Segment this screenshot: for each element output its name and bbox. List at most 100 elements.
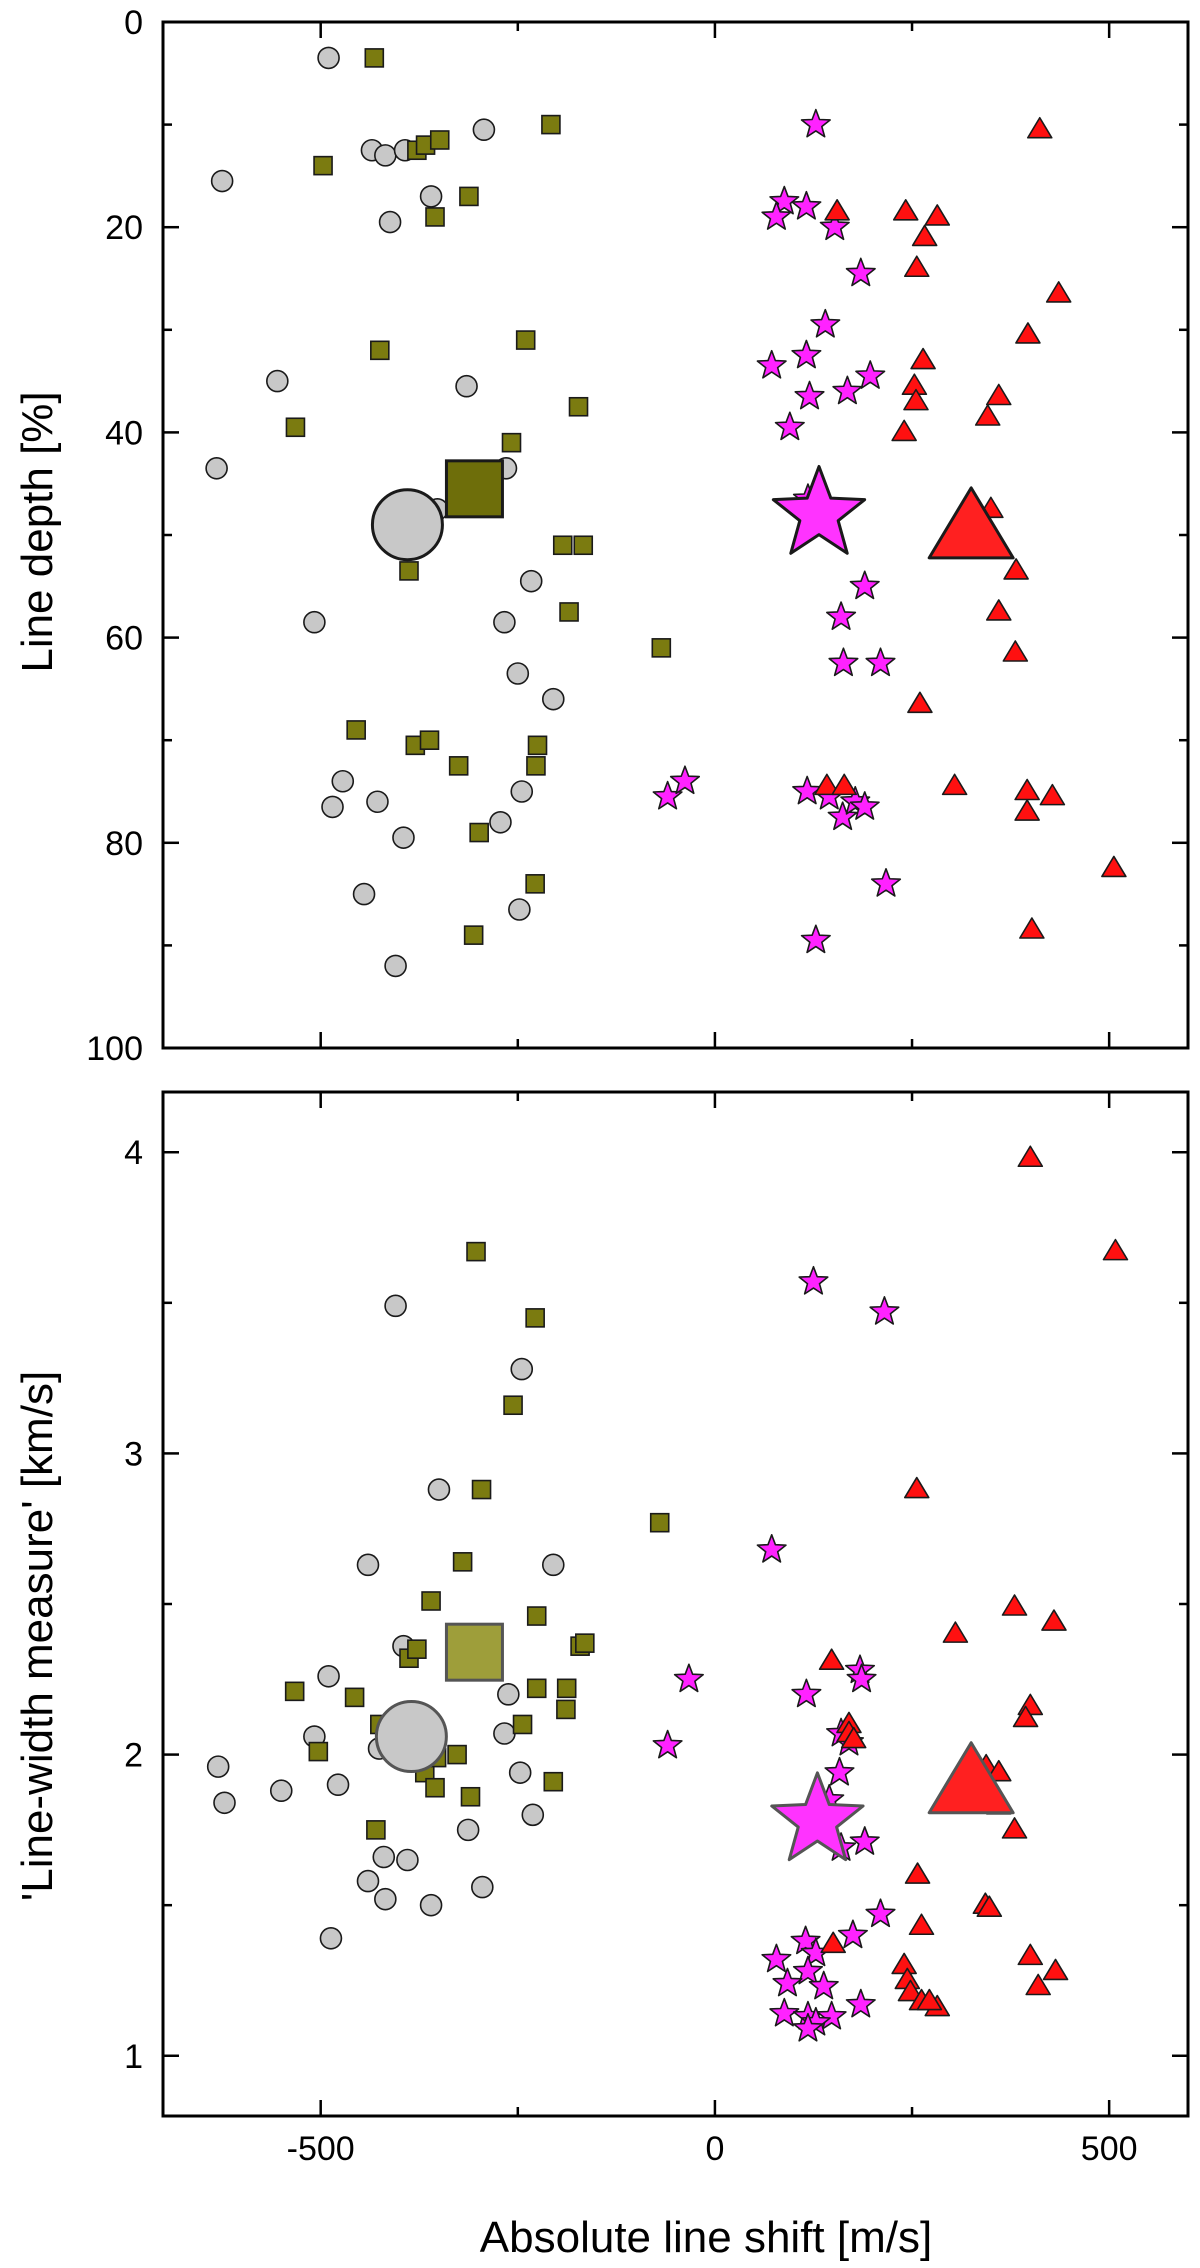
- bottom-circle-point-15: [508, 1761, 532, 1784]
- top-circle-point-26: [384, 954, 407, 978]
- top-circle-point-25: [508, 898, 531, 921]
- bottom-square-point-9: [407, 1639, 427, 1659]
- bottom-triangle-point-4: [1041, 1609, 1067, 1631]
- bottom-panel-ylabel: 'Line-width measure' [km/s]: [13, 1371, 62, 1901]
- top-triangle-point-22: [831, 773, 858, 796]
- bottom-circle-point-11: [206, 1755, 230, 1778]
- bottom-square-point-13: [344, 1687, 365, 1708]
- bottom-triangle-point-29: [916, 1988, 943, 2011]
- bottom-square-point-23: [425, 1777, 445, 1798]
- bottom-triangle-point-1: [1102, 1238, 1129, 1261]
- bottom-mean-circle: [374, 1700, 448, 1774]
- top-ytick-label: 40: [105, 414, 143, 452]
- bottom-panel-axes: -500 0 500 1 2 3 4: [124, 1090, 1190, 2168]
- bottom-circle-point-18: [372, 1845, 396, 1869]
- top-circle-point-16: [506, 662, 530, 685]
- top-triangle-point-17: [985, 599, 1012, 621]
- bottom-star-point-23: [769, 1997, 800, 2027]
- top-mean-circle: [370, 488, 444, 562]
- top-mean-triangle: [927, 486, 1015, 560]
- bottom-xtick-label: -500: [287, 2130, 355, 2168]
- bottom-circle-point-23: [471, 1875, 494, 1899]
- top-star-point-25: [849, 791, 880, 820]
- top-circle-point-6: [419, 185, 443, 208]
- bottom-triangle-point-13: [985, 1759, 1012, 1782]
- top-star-point-1: [769, 185, 800, 215]
- top-square-point-10: [285, 417, 306, 438]
- bottom-triangle-point-0: [1017, 1145, 1044, 1168]
- top-square-point-4: [429, 130, 450, 150]
- top-square-point-14: [552, 535, 573, 556]
- bottom-circle-point-10: [493, 1722, 516, 1745]
- top-triangle-point-27: [1019, 917, 1045, 939]
- bottom-star-point-22: [845, 1988, 876, 2018]
- top-star-point-6: [810, 308, 841, 338]
- bottom-mean-triangle: [927, 1741, 1015, 1815]
- top-triangle-point-8: [910, 347, 936, 370]
- top-circle-point-23: [510, 780, 534, 803]
- top-triangle-point-0: [1026, 116, 1053, 139]
- bottom-panel: -500 0 500 1 2 3 4 'Line-width measure' [km/s]…: [13, 1090, 1190, 2262]
- bottom-mean-star: [770, 1771, 865, 1862]
- top-star-point-0: [800, 108, 831, 138]
- bottom-square-point-14: [526, 1678, 547, 1699]
- top-panel-axes: 0 20 40 60 80 100: [86, 4, 1190, 1068]
- top-star-point-15: [849, 570, 880, 600]
- bottom-star-point-12: [849, 1826, 880, 1855]
- bottom-square-point-19: [308, 1741, 329, 1762]
- bottom-star-point-6: [846, 1663, 877, 1693]
- bottom-square-point-2: [503, 1395, 523, 1416]
- bottom-square-point-6: [421, 1591, 441, 1611]
- top-circle-point-20: [366, 790, 389, 814]
- bottom-circle-point-22: [419, 1893, 443, 1917]
- bottom-triangle-point-18: [976, 1895, 1003, 1917]
- bottom-star-point-1: [869, 1296, 900, 1325]
- top-triangle-point-16: [1003, 558, 1029, 580]
- bottom-ytick-label: 3: [124, 1435, 143, 1473]
- top-star-point-18: [865, 647, 896, 677]
- top-square-point-9: [515, 330, 536, 350]
- top-star-point-5: [845, 257, 876, 287]
- top-triangle-point-26: [1101, 855, 1127, 878]
- top-square-point-13: [399, 561, 419, 581]
- bottom-circle-point-2: [427, 1478, 451, 1501]
- bottom-star-point-10: [824, 1756, 855, 1786]
- top-triangle-point-11: [985, 383, 1012, 406]
- top-star-point-20: [669, 765, 701, 795]
- top-ytick-label: 0: [124, 4, 143, 42]
- bottom-panel-xlabel: Absolute line shift [m/s]: [480, 2213, 932, 2262]
- top-square-point-1: [313, 155, 333, 176]
- bottom-ytick-label: 4: [124, 1134, 143, 1172]
- top-triangle-point-20: [941, 773, 968, 796]
- bottom-square-point-5: [452, 1552, 473, 1572]
- top-square-point-6: [459, 186, 479, 207]
- bottom-circle-point-21: [374, 1887, 397, 1911]
- top-star-point-11: [832, 375, 863, 405]
- top-circle-point-7: [378, 210, 402, 234]
- top-ytick-label: 100: [86, 1030, 143, 1068]
- top-triangle-point-19: [907, 691, 933, 714]
- top-ytick-label: 80: [105, 825, 143, 863]
- top-panel-marks: [205, 46, 1127, 978]
- bottom-square-point-1: [525, 1308, 545, 1328]
- bottom-circle-point-20: [356, 1869, 380, 1893]
- bottom-square-point-18: [512, 1714, 533, 1735]
- top-star-point-17: [828, 647, 859, 677]
- bottom-square-point-24: [460, 1786, 481, 1807]
- bottom-square-point-15: [556, 1678, 577, 1699]
- top-circle-point-1: [210, 169, 234, 193]
- top-panel-ylabel: Line depth [%]: [13, 391, 62, 672]
- top-circle-point-10: [205, 457, 228, 480]
- top-triangle-point-5: [903, 255, 930, 278]
- top-triangle-point-2: [892, 199, 919, 221]
- top-square-point-25: [525, 874, 545, 894]
- bottom-circle-point-4: [541, 1553, 565, 1577]
- bottom-square-point-12: [284, 1681, 305, 1702]
- bottom-mean-square: [444, 1622, 504, 1682]
- top-star-point-26: [870, 868, 902, 897]
- bottom-circle-point-14: [326, 1773, 350, 1797]
- bottom-circle-point-7: [497, 1683, 520, 1706]
- top-circle-point-18: [331, 769, 355, 793]
- top-circle-point-5: [472, 118, 496, 142]
